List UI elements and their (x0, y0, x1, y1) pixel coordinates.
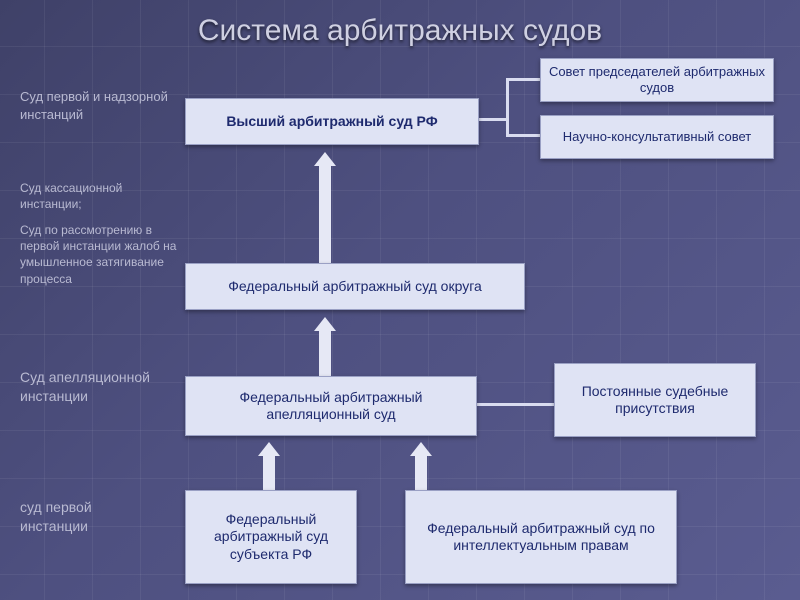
box-district-court: Федеральный арбитражный суд округа (185, 263, 525, 310)
box-district-label: Федеральный арбитражный суд округа (228, 278, 482, 296)
connector-h-top (506, 78, 540, 81)
box-presences: Постоянные судебные присутствия (554, 363, 756, 437)
box-appeal-court: Федеральный арбитражный апелляционный су… (185, 376, 477, 436)
box-first-ip-label: Федеральный арбитражный суд по интеллект… (406, 520, 676, 555)
box-council-chairs: Совет председателей арбитражных судов (540, 58, 774, 102)
connector-appeal-presences (475, 403, 554, 406)
connector-h-bottom (506, 134, 540, 137)
connector-vert (506, 78, 509, 136)
box-sci-council-label: Научно-консультативный совет (563, 129, 751, 145)
box-supreme-label: Высший арбитражный суд РФ (226, 113, 437, 131)
side-label-supervisory: Суд первой и надзорной инстанций (20, 88, 170, 123)
box-sci-council: Научно-консультативный совет (540, 115, 774, 159)
box-first-subject: Федеральный арбитражный суд субъекта РФ (185, 490, 357, 584)
side-label-appeal: Суд апелляционной инстанции (20, 368, 180, 406)
connector-h-mid (477, 118, 508, 121)
arrow-district-to-supreme (314, 152, 336, 266)
box-council-chairs-label: Совет председателей арбитражных судов (541, 64, 773, 97)
box-first-subject-label: Федеральный арбитражный суд субъекта РФ (186, 511, 356, 564)
arrow-subject-to-appeal (258, 442, 280, 494)
diagram-root: { "title": {"text":"Система арбитражных … (0, 0, 800, 600)
box-appeal-label: Федеральный арбитражный апелляционный су… (186, 389, 476, 424)
side-label-first: суд первой инстанции (20, 498, 150, 536)
box-supreme-court: Высший арбитражный суд РФ (185, 98, 479, 145)
arrow-ip-to-appeal (410, 442, 432, 494)
side-label-cassation2: Суд по рассмотрению в первой инстанции ж… (20, 222, 180, 287)
side-label-cassation: Суд кассационной инстанции; (20, 180, 180, 212)
box-presences-label: Постоянные судебные присутствия (555, 383, 755, 418)
arrow-appeal-to-district (314, 317, 336, 379)
box-first-ip: Федеральный арбитражный суд по интеллект… (405, 490, 677, 584)
page-title: Система арбитражных судов (0, 14, 800, 48)
